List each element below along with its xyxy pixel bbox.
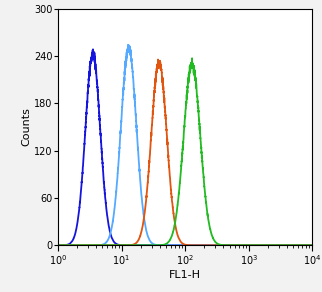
Y-axis label: Counts: Counts	[21, 107, 31, 147]
X-axis label: FL1-H: FL1-H	[169, 270, 201, 280]
